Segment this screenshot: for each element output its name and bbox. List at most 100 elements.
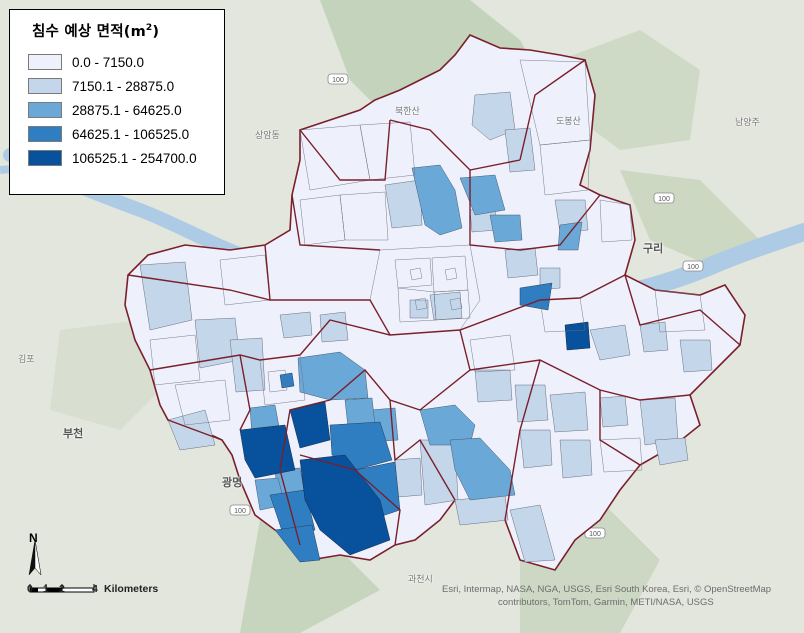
north-grid-4: [339, 191, 389, 241]
forest-southwest: [240, 520, 380, 633]
central-grid-5: [433, 289, 471, 321]
forest-northeast: [560, 30, 700, 150]
legend-swatch-1: [28, 54, 62, 70]
north-grid-2: [359, 121, 416, 181]
legend-label-3: 28875.1 - 64625.0: [72, 102, 182, 118]
dong-c3-04: [557, 221, 583, 251]
central-grid-2: [394, 257, 433, 289]
legend-row-5: 106525.1 - 254700.0: [28, 146, 216, 170]
dong-c2-13: [589, 324, 631, 361]
svg-text:100: 100: [589, 531, 601, 538]
scale-unit: Kilometers: [104, 583, 159, 595]
legend-row-1: 0.0 - 7150.0: [28, 50, 216, 74]
legend-rows: 0.0 - 7150.0 7150.1 - 28875.0 28875.1 - 64…: [28, 50, 216, 170]
place-label-bukhansan: 북한산: [395, 107, 420, 117]
dong-c3-07: [449, 437, 516, 501]
scale-tick-1: 1: [43, 583, 49, 595]
place-label-gwangmyeong: 광명: [222, 476, 243, 489]
dong-c2-11: [504, 247, 539, 279]
gu-boundaries: [127, 59, 741, 546]
gu-line-15: [599, 390, 641, 466]
gu-line-14: [504, 359, 541, 521]
gu-line-4: [291, 194, 381, 251]
legend-label-5: 106525.1 - 254700.0: [72, 150, 197, 166]
dong-c2-27: [167, 409, 216, 451]
gu-line-6: [127, 274, 271, 301]
place-label-sangamdong: 상암동: [255, 131, 280, 141]
dong-c3-01: [411, 164, 463, 236]
place-label-dobong: 도봉산: [556, 117, 581, 127]
legend-row-4: 64625.1 - 106525.0: [28, 122, 216, 146]
legend-row-2: 7150.1 - 28875.0: [28, 74, 216, 98]
seoul-choropleth: [124, 34, 746, 571]
gu-line-19: [519, 59, 586, 161]
legend-label-2: 7150.1 - 28875.0: [72, 78, 175, 94]
legend-unit-sup: 2: [145, 23, 153, 34]
scale-tick-4: 4: [92, 583, 98, 595]
legend-swatch-5: [28, 150, 62, 166]
legend-title-text: 침수 예상 면적: [32, 24, 124, 40]
gu-line-17: [167, 419, 223, 441]
place-label-gimpo: 김포: [18, 355, 35, 365]
legend-unit-close: ): [152, 24, 160, 40]
west-grid-4: [174, 379, 231, 426]
dong-c4-06: [279, 372, 295, 389]
place-label-bucheon: 부천: [63, 427, 84, 440]
dong-c4-05: [274, 524, 321, 563]
gu-line-1: [299, 119, 391, 181]
road-badge-1: 100: [327, 73, 349, 85]
dong-c3-06: [419, 404, 476, 446]
map-attribution: Esri, Intermap, NASA, NGA, USGS, Esri So…: [442, 583, 802, 609]
dong-c2-23: [559, 439, 593, 479]
svg-text:100: 100: [234, 508, 246, 515]
dong-c2-17: [514, 384, 549, 423]
gu-line-10: [329, 329, 471, 411]
scale-tick-2: 2: [59, 583, 65, 595]
dong-c5-01: [564, 321, 591, 351]
dong-c2-18: [549, 391, 589, 433]
dong-c2-02: [504, 127, 536, 173]
dong-c3-05: [297, 351, 369, 401]
attribution-line-2: contributors, TomTom, Garmin, METI/NASA,…: [498, 597, 714, 608]
scale-bar-seg-2: [46, 588, 62, 592]
road-badge-4: 100: [229, 504, 251, 516]
gu-line-12: [389, 399, 456, 501]
place-label-guri: 구리: [643, 242, 664, 255]
dong-c2-22: [519, 429, 553, 469]
scale-tick-0: 0: [27, 583, 33, 595]
dong-c4-01: [519, 282, 553, 311]
south-grid-1: [469, 334, 516, 373]
legend-label-1: 0.0 - 7150.0: [72, 54, 145, 70]
dong-c2-08: [279, 311, 313, 339]
svg-text:100: 100: [687, 264, 699, 271]
scale-bar-seg-1: [30, 588, 38, 592]
southeast-grid-1: [599, 437, 643, 473]
gu-line-2: [389, 119, 521, 171]
east-grid-2: [654, 289, 706, 333]
dong-c2-21: [654, 437, 689, 466]
dong-c5-04: [299, 454, 391, 556]
attribution-line-1: Esri, Intermap, NASA, NGA, USGS, Esri So…: [442, 584, 772, 595]
dong-c2-20: [639, 397, 679, 446]
gu-line-18: [299, 454, 401, 546]
west-grid-2: [267, 369, 288, 393]
gu-line-16: [624, 274, 741, 346]
dong-c2-26: [394, 457, 423, 498]
north-arrow-label: N: [29, 531, 38, 545]
road-badges: 100 100 100 100 100: [229, 73, 704, 539]
place-label-namyang: 남양주: [735, 118, 760, 128]
road-badge-2: 100: [653, 192, 675, 204]
svg-text:100: 100: [332, 77, 344, 84]
dong-c2-25: [509, 504, 556, 563]
dong-c2-15: [679, 339, 713, 373]
gu-line-8: [239, 354, 251, 431]
scale-bar: [29, 584, 95, 593]
dong-c2-01: [471, 91, 516, 141]
gu-line-7: [149, 354, 301, 371]
northeast-grid-2: [539, 139, 591, 196]
dong-c2-28: [454, 494, 509, 526]
east-grid-1: [599, 199, 633, 243]
place-label-gwacheon: 과천시: [408, 575, 433, 585]
dong-c2-16: [474, 369, 513, 403]
